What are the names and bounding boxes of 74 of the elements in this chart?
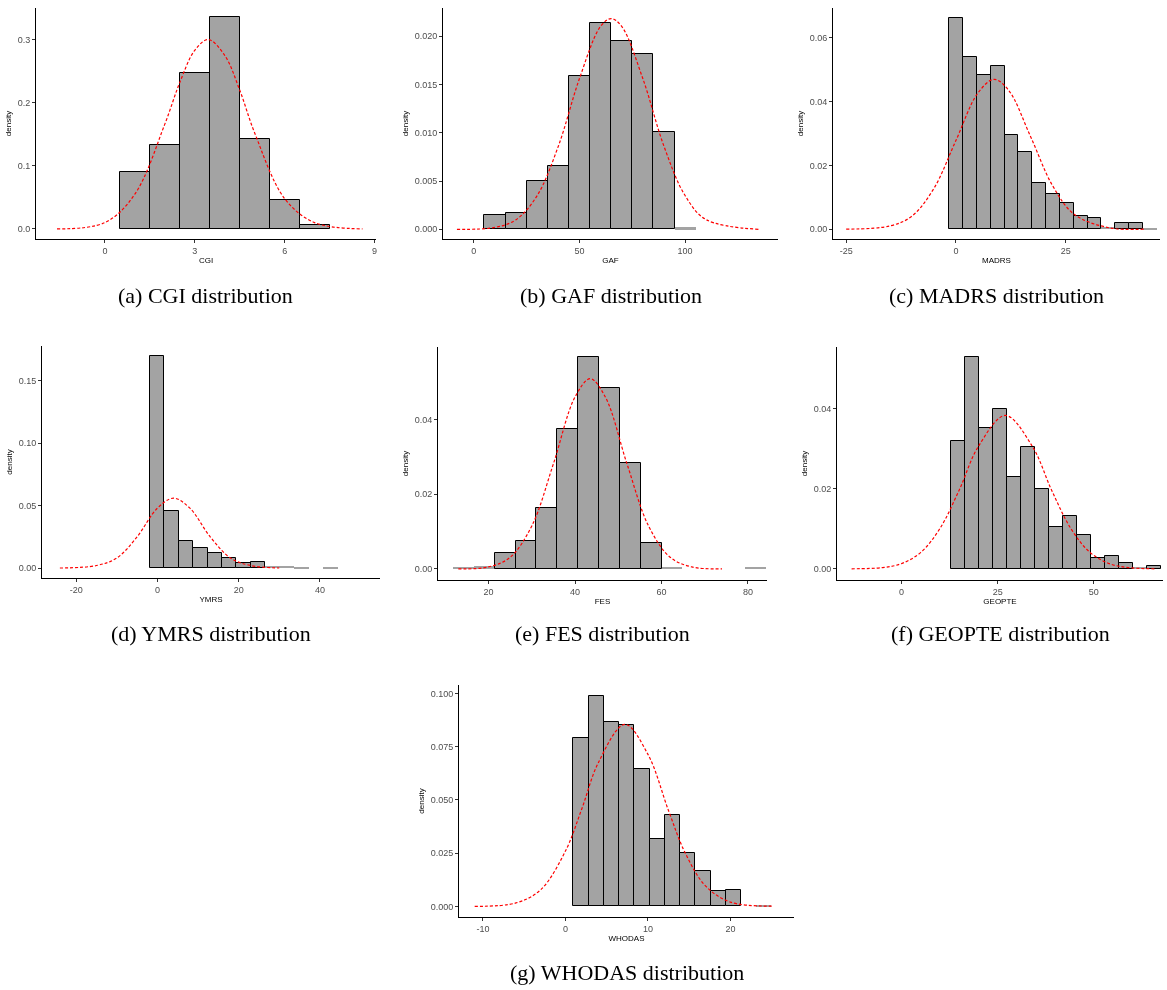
text: (a) CGI distribution — [118, 283, 293, 308]
x-tick-label: 6 — [282, 245, 288, 256]
y-tick-label: 0.3 — [17, 34, 31, 45]
x-tick-label: 20 — [233, 584, 244, 595]
y-tick-label: 0.000 — [414, 224, 438, 235]
y-tick-label: 0.075 — [430, 741, 454, 752]
y-tick-label: 0.00 — [813, 563, 832, 574]
y-tick-label: 0.025 — [430, 848, 454, 859]
x-tick-label: 20 — [725, 923, 736, 934]
x-tick-label: -10 — [476, 923, 490, 934]
y-tick-label: 0.100 — [430, 688, 454, 699]
x-tick-label: -25 — [839, 245, 853, 256]
y-tick-label: 0.02 — [813, 483, 832, 494]
text: (e) FES distribution — [515, 621, 690, 646]
text: (g) WHODAS distribution — [510, 960, 745, 985]
x-tick-label: 0 — [471, 245, 477, 256]
text: (f) GEOPTE distribution — [891, 621, 1110, 646]
x-tick-label: 0 — [953, 245, 959, 256]
x-axis-title: MADRS — [982, 255, 1011, 265]
y-tick-label: 0.06 — [809, 33, 828, 44]
text: (c) MADRS distribution — [889, 283, 1105, 308]
y-tick-label: 0.15 — [18, 376, 37, 387]
x-tick-label: 80 — [742, 586, 753, 597]
x-tick-label: 60 — [656, 586, 667, 597]
y-tick-label: 0.0 — [17, 224, 31, 235]
y-axis-title: density — [800, 450, 810, 477]
x-axis-title: CGI — [198, 255, 214, 265]
text: (b) GAF distribution — [520, 283, 703, 308]
y-tick-label: 0.00 — [809, 224, 828, 235]
y-tick-label: 0.04 — [813, 403, 832, 414]
x-tick-label: 40 — [314, 584, 325, 595]
y-axis-title: density — [401, 110, 411, 137]
x-tick-label: 100 — [677, 245, 693, 256]
y-tick-label: 0.04 — [809, 96, 828, 107]
x-tick-label: 25 — [1060, 245, 1071, 256]
y-tick-label: 0.00 — [18, 563, 37, 574]
y-axis-title: density — [417, 788, 427, 814]
x-tick-label: 50 — [574, 245, 585, 256]
y-tick-label: 0.10 — [18, 438, 37, 449]
y-tick-label: 0.04 — [414, 414, 433, 425]
y-tick-label: 0.1 — [17, 160, 31, 171]
y-tick-label: 0.010 — [414, 127, 438, 138]
x-axis-title: FES — [594, 596, 611, 606]
y-tick-label: 0.000 — [430, 901, 454, 912]
x-tick-label: 10 — [642, 923, 653, 934]
y-tick-label: 0.020 — [414, 31, 438, 42]
x-tick-label: 0 — [899, 586, 905, 597]
y-tick-label: 0.005 — [414, 176, 438, 187]
y-tick-label: 0.2 — [17, 97, 31, 108]
y-tick-label: 0.02 — [414, 489, 433, 500]
x-tick-label: 0 — [562, 923, 568, 934]
x-tick-label: -20 — [69, 584, 83, 595]
x-axis-title: GEOPTE — [983, 596, 1017, 606]
x-tick-label: 9 — [371, 245, 378, 256]
x-tick-label: 25 — [992, 586, 1003, 597]
x-tick-label: 40 — [570, 586, 581, 597]
y-axis-title: density — [796, 110, 806, 137]
x-tick-label: 3 — [192, 245, 198, 256]
y-tick-label: 0.015 — [414, 79, 438, 90]
y-tick-label: 0.05 — [18, 500, 37, 511]
y-axis-title: density — [5, 449, 15, 475]
y-tick-label: 0.00 — [414, 563, 433, 574]
x-tick-label: 0 — [102, 245, 108, 256]
y-tick-label: 0.050 — [430, 795, 454, 806]
x-tick-label: 20 — [483, 586, 494, 597]
text: (d) YMRS distribution — [111, 621, 311, 646]
x-axis-title: WHODAS — [608, 933, 645, 943]
x-tick-label: 50 — [1088, 586, 1099, 597]
x-tick-label: 0 — [154, 584, 160, 595]
x-axis-title: YMRS — [199, 594, 223, 604]
y-tick-label: 0.02 — [809, 160, 828, 171]
y-axis-title: density — [4, 110, 14, 137]
y-axis-title: density — [401, 450, 411, 477]
x-axis-title: GAF — [602, 255, 619, 265]
